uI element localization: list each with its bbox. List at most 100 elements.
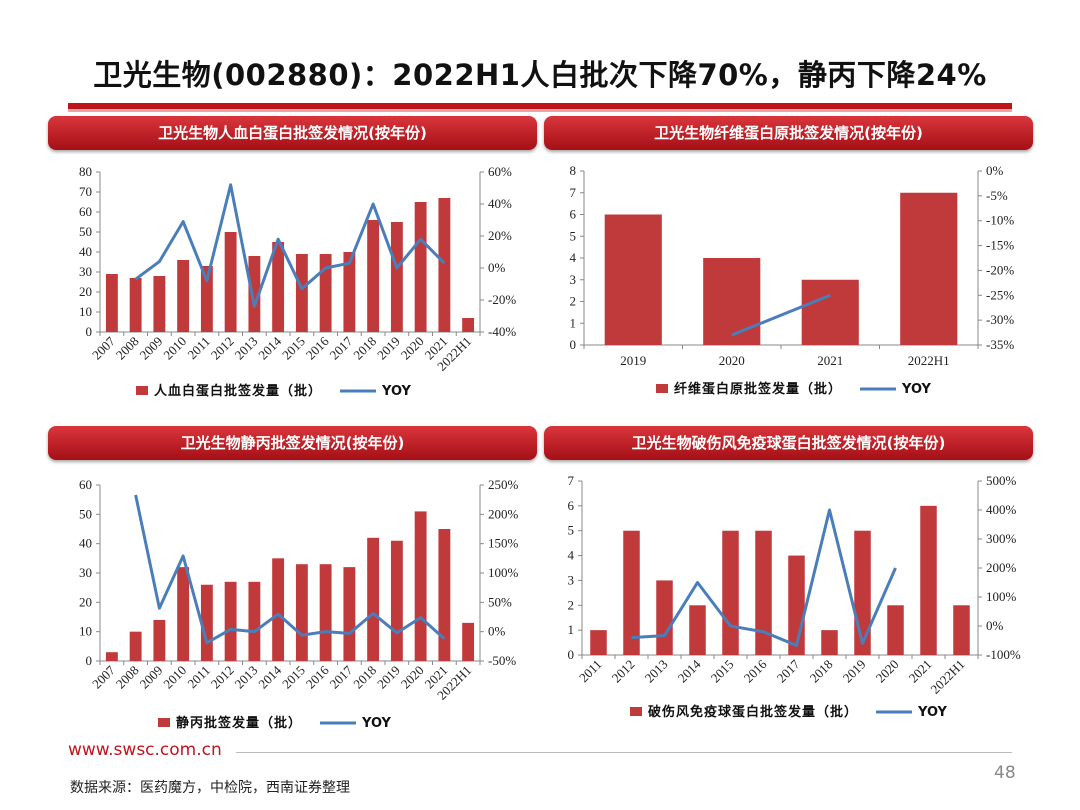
bar [200, 266, 213, 332]
y-left-tick-label: 80 [79, 164, 92, 179]
x-tick-label: 2012 [208, 334, 237, 363]
y-left-tick-label: 1 [570, 315, 577, 330]
legend-line-label: YOY [917, 705, 948, 720]
y-right-tick-label: 250% [488, 477, 519, 492]
bar [623, 530, 640, 655]
y-left-tick-label: 60 [79, 204, 92, 219]
bar [604, 214, 662, 345]
y-right-tick-label: -35% [986, 337, 1014, 352]
x-tick-label: 2017 [327, 662, 356, 691]
y-right-tick-label: 500% [986, 473, 1017, 488]
data-source-note: 数据来源：医药魔方，中检院，西南证券整理 [70, 780, 350, 796]
bar [129, 631, 142, 661]
bar [177, 260, 190, 332]
bar [343, 567, 356, 661]
x-tick-label: 2018 [350, 334, 379, 363]
fibrinogen-chart: 0 1 2 3 4 5 6 7 8 -35% -30% -25% -20% -15% -10% -5% 0% 20… [544, 155, 1033, 415]
y-right-tick-label: 100% [488, 565, 519, 580]
bar [295, 564, 308, 661]
y-right-tick-label: -25% [986, 287, 1014, 302]
x-tick-label: 2013 [232, 334, 261, 363]
y-left-tick-label: 6 [570, 207, 577, 222]
y-left-tick-label: 0 [570, 337, 577, 352]
legend-bar-label: 静丙批签发量（批） [176, 715, 302, 731]
tetanus-chart-header: 卫光生物破伤风免疫球蛋白批签发情况(按年份) [544, 426, 1033, 460]
yoy-line [134, 494, 446, 645]
x-tick-label: 2007 [89, 662, 118, 691]
y-right-tick-label: 20% [488, 228, 512, 243]
x-tick-label: 2021 [906, 657, 935, 686]
tetanus-chart: 0 1 2 3 4 5 6 7 -100% 0% 100% 200% 300% 400% 500% 2011 2… [544, 465, 1033, 740]
bar [414, 511, 427, 661]
y-right-tick-label: 60% [488, 164, 512, 179]
legend-bar-label: 人血白蛋白批签发量（批） [154, 383, 322, 399]
fibrinogen-chart-header: 卫光生物纤维蛋白原批签发情况(按年份) [544, 116, 1033, 150]
bar [295, 254, 308, 332]
bar [177, 567, 190, 661]
x-tick-label: 2019 [840, 657, 869, 686]
y-left-tick-label: 30 [79, 565, 92, 580]
y-left-tick-label: 70 [79, 184, 92, 199]
y-right-tick-label: -20% [986, 262, 1014, 277]
bar [319, 254, 332, 332]
y-right-tick-label: 150% [488, 536, 519, 551]
x-tick-label: 2022H1 [927, 657, 967, 697]
y-left-tick-label: 4 [570, 250, 577, 265]
x-tick-label: 2012 [208, 663, 237, 692]
x-tick-label: 2012 [609, 657, 638, 686]
y-right-tick-label: 200% [488, 506, 519, 521]
y-right-tick-label: -50% [488, 653, 516, 668]
bar [153, 619, 166, 661]
y-left-tick-label: 7 [568, 473, 575, 488]
ivig-chart: 0 10 20 30 40 50 60 -50% 0% 50% 100% 150% 200% 250% 20… [48, 465, 537, 740]
x-tick-label: 2009 [137, 663, 166, 692]
x-tick-label: 2015 [279, 334, 308, 363]
y-left-tick-label: 0 [568, 647, 575, 662]
y-left-tick-label: 5 [570, 228, 577, 243]
bar [722, 530, 739, 655]
y-left-tick-label: 4 [568, 548, 575, 563]
y-left-tick-label: 20 [79, 284, 92, 299]
x-tick-label: 2008 [113, 663, 142, 692]
bar [689, 605, 706, 655]
x-tick-label: 2014 [255, 662, 284, 691]
bar [224, 581, 237, 661]
x-tick-label: 2007 [89, 333, 118, 362]
legend-bar-label: 纤维蛋白原批签发量（批） [674, 381, 842, 397]
chart-svg: 0 1 2 3 4 5 6 7 8 -35% -30% -25% -20% -15% -10% -5% 0% 20… [570, 163, 1015, 397]
y-right-tick-label: 40% [488, 196, 512, 211]
y-left-tick-label: 40 [79, 244, 92, 259]
y-right-tick-label: -40% [488, 324, 516, 339]
bar [390, 222, 403, 332]
legend-line-label: YOY [361, 716, 392, 731]
y-left-tick-label: 0 [86, 324, 93, 339]
page-number: 48 [994, 763, 1016, 783]
x-tick-label: 2022H1 [908, 353, 950, 368]
x-tick-label: 2020 [719, 353, 745, 368]
y-left-tick-label: 3 [568, 572, 575, 587]
x-tick-label: 2015 [708, 657, 737, 686]
footer-url[interactable]: www.swsc.com.cn [68, 740, 222, 760]
bar [854, 530, 871, 655]
yoy-line [731, 293, 831, 337]
ivig-chart-header: 卫光生物静丙批签发情况(按年份) [48, 426, 537, 460]
bar [105, 274, 118, 332]
legend-line-label: YOY [381, 384, 412, 399]
title-underline-shadow [68, 109, 1012, 112]
y-left-tick-label: 50 [79, 224, 92, 239]
x-tick-label: 2010 [160, 663, 189, 692]
y-left-tick-label: 0 [86, 653, 93, 668]
y-right-tick-label: -20% [488, 292, 516, 307]
chart-svg: 0 10 20 30 40 50 60 70 80 -40% -20% 0% 20% 40% 60% 2007… [79, 164, 516, 399]
bar [462, 318, 475, 332]
legend-bar-swatch [630, 707, 642, 716]
y-right-tick-label: -100% [986, 647, 1021, 662]
bar [590, 630, 607, 655]
bar [272, 558, 285, 661]
legend-bar-swatch [656, 384, 668, 393]
x-tick-label: 2019 [374, 334, 403, 363]
x-tick-label: 2020 [873, 657, 902, 686]
y-right-tick-label: 0% [488, 260, 506, 275]
x-tick-label: 2014 [675, 656, 704, 685]
